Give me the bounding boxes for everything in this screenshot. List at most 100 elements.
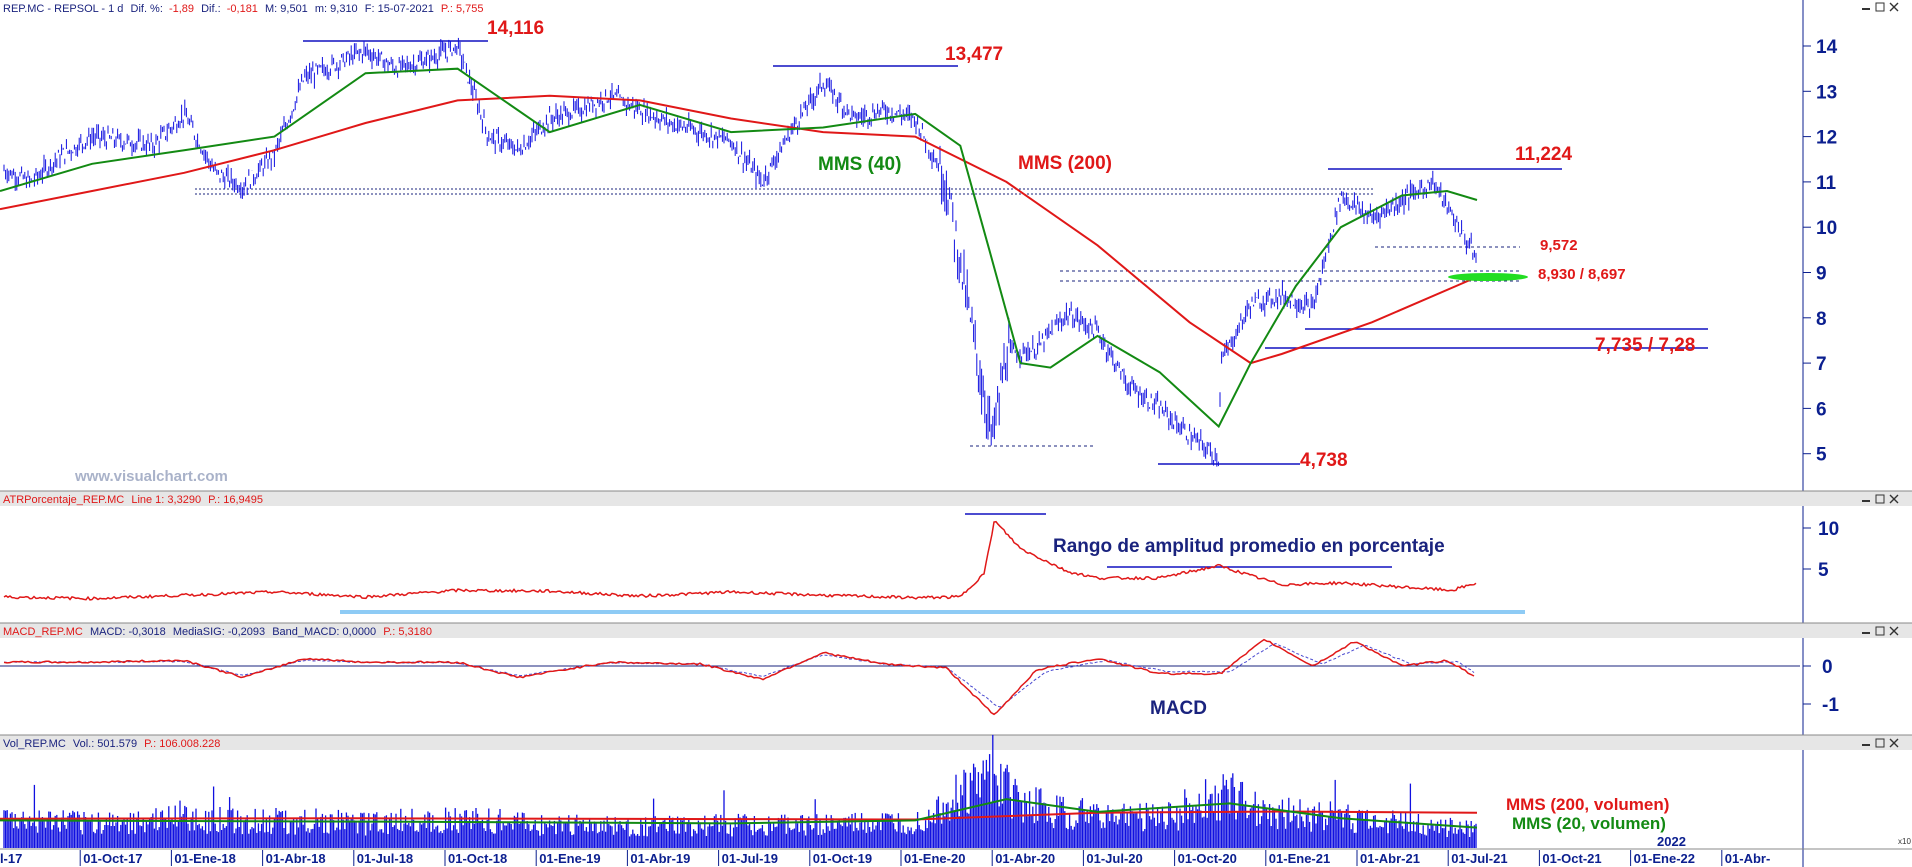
volume-panel-header-bar [0,735,1912,750]
watermark: www.visualchart.com [74,468,228,485]
volume-panel-header: Vol_REP.MC Vol.: 501.579 P.: 106.008.228 [3,738,220,750]
x-tick-label: 01-Jul-20 [1086,851,1142,866]
macd-header-signal: MediaSIG: -0,2093 [173,626,265,638]
macd-header-p: P.: 5,3180 [383,626,432,638]
atr-header-p: P.: 16,9495 [208,494,263,506]
header-p: P.: 5,755 [441,3,484,15]
atr-line [3,520,1477,601]
atr-baseline-band [340,610,1525,614]
close-icon[interactable] [1889,738,1899,748]
header-dif-label: Dif.: [201,3,221,15]
x-tick-label: 01-Ene-19 [539,851,600,866]
y-tick-label: -1 [1822,695,1839,716]
y-tick-label: 0 [1822,657,1833,678]
price-panel-controls[interactable] [1862,2,1899,12]
minimize-icon[interactable] [1862,744,1870,746]
price-bars [3,37,1477,467]
macd-panel-header-bar [0,623,1912,638]
maximize-icon[interactable] [1875,626,1885,636]
atr-header-name: ATRPorcentaje_REP.MC [3,494,124,506]
x-tick-label: 01-Abr-19 [630,851,690,866]
macd-header-band: Band_MACD: 0,0000 [272,626,376,638]
macd-annotation: MACD [1150,698,1207,719]
annotation-level-2: 8,930 / 8,697 [1538,266,1626,283]
annotation-high-2021: 11,224 [1515,144,1572,165]
price-reference-lines [195,188,1520,447]
volume-annotation-sma200: MMS (200, volumen) [1506,795,1669,814]
maximize-icon[interactable] [1875,738,1885,748]
y-tick-label: 5 [1818,560,1829,581]
y-tick-label: 7 [1816,354,1827,375]
volume-header-p: P.: 106.008.228 [144,738,220,750]
header-dif: -0,181 [227,3,258,15]
close-icon[interactable] [1889,626,1899,636]
y-tick-label: 6 [1816,399,1827,420]
price-y-axis: 5 6 7 8 9 10 11 12 13 14 [1803,37,1838,466]
x-tick-label: ul-17 [0,851,22,866]
x-tick-label: 01-Abr-21 [1360,851,1420,866]
macd-signal-line [3,643,1475,708]
header-date: F: 15-07-2021 [365,3,434,15]
annotation-sma40: MMS (40) [818,154,901,175]
macd-panel-header: MACD_REP.MC MACD: -0,3018 MediaSIG: -0,2… [3,626,432,638]
x-tick-label: 01-Ene-22 [1634,851,1695,866]
minimize-icon[interactable] [1862,8,1870,10]
annotation-high-2018: 14,116 [487,18,544,39]
x-tick-label: 01-Jul-18 [357,851,413,866]
y-tick-label: 9 [1816,264,1827,285]
x-tick-label: 01-Abr- [1725,851,1771,866]
macd-line [3,638,1475,716]
x-tick-label: 01-Oct-20 [1178,851,1237,866]
y-tick-label: 10 [1818,519,1839,540]
atr-annotation: Rango de amplitud promedio en porcentaje [1053,536,1445,557]
macd-plot [3,638,1475,716]
volume-panel-controls[interactable] [1862,738,1899,748]
annotation-high-2019: 13,477 [945,44,1003,65]
x-tick-label: 01-Ene-20 [904,851,965,866]
y-tick-label: 10 [1816,218,1837,239]
minimize-icon[interactable] [1862,500,1870,502]
price-horizontal-lines [303,40,1708,465]
annotation-sma200: MMS (200) [1018,153,1112,174]
annotation-low-2020: 4,738 [1300,450,1348,471]
close-icon[interactable] [1889,2,1899,12]
header-min: m: 9,310 [315,3,358,15]
close-icon[interactable] [1889,494,1899,504]
macd-header-macd: MACD: -0,3018 [90,626,166,638]
x-tick-label: 01-Abr-18 [266,851,326,866]
annotation-level-3: 7,735 / 7,28 [1595,335,1695,356]
x-tick-label: 01-Abr-20 [995,851,1055,866]
year-marker: 2022 [1657,834,1686,849]
volume-sma20-line [0,798,1478,829]
atr-panel-controls[interactable] [1862,494,1899,504]
x-tick-label: 01-Jul-19 [722,851,778,866]
x-tick-label: 01-Jul-21 [1451,851,1507,866]
minimize-icon[interactable] [1862,632,1870,634]
y-tick-label: 13 [1816,82,1837,103]
sma200-line [0,94,1478,365]
volume-plot [0,734,1478,848]
window-controls [1862,2,1899,748]
y-tick-label: 12 [1816,128,1837,149]
price-plot [0,37,1478,467]
atr-header-line: Line 1: 3,3290 [131,494,201,506]
atr-panel-header-bar [0,491,1912,506]
maximize-icon[interactable] [1875,2,1885,12]
maximize-icon[interactable] [1875,494,1885,504]
atr-plot [3,520,1477,601]
header-max: M: 9,501 [265,3,308,15]
volume-header-vol: Vol.: 501.579 [73,738,137,750]
macd-header-name: MACD_REP.MC [3,626,83,638]
x-axis: ul-17 01-Oct-17 01-Ene-18 01-Abr-18 01-Jul-1… [0,850,1770,866]
header-ticker: REP.MC - REPSOL - 1 d [3,3,123,15]
annotation-level-1: 9,572 [1540,237,1578,254]
atr-panel-header: ATRPorcentaje_REP.MC Line 1: 3,3290 P.: … [3,494,263,506]
x-tick-label: 01-Oct-17 [83,851,142,866]
y-tick-label: 11 [1816,173,1837,194]
support-zone-marker [1448,273,1528,281]
scale-marker: x10 [1898,837,1911,846]
header-dif-pct: -1,89 [169,3,194,15]
macd-panel-controls[interactable] [1862,626,1899,636]
x-tick-label: 01-Oct-19 [813,851,872,866]
